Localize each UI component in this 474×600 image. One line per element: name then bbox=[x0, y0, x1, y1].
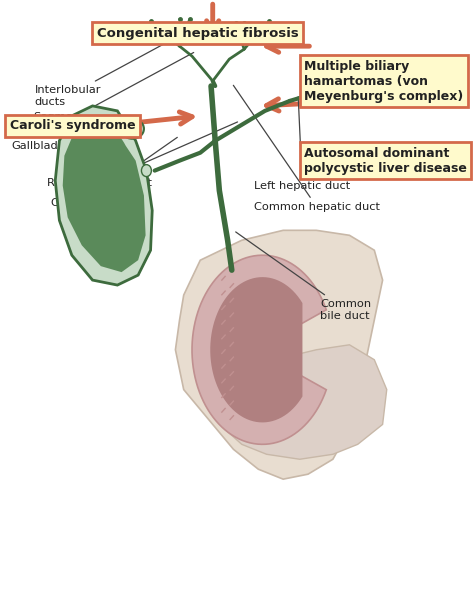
Polygon shape bbox=[217, 345, 387, 459]
Polygon shape bbox=[63, 124, 146, 272]
Polygon shape bbox=[175, 230, 383, 479]
Text: Cystic duct: Cystic duct bbox=[51, 137, 177, 208]
Text: Interlobular
ducts: Interlobular ducts bbox=[35, 35, 181, 107]
Polygon shape bbox=[55, 106, 152, 285]
Text: Right hepatic duct: Right hepatic duct bbox=[47, 122, 237, 188]
Text: Common
bile duct: Common bile duct bbox=[236, 232, 372, 321]
Text: Gallbladder: Gallbladder bbox=[11, 136, 98, 151]
Text: Congenital hepatic fibrosis: Congenital hepatic fibrosis bbox=[97, 27, 299, 40]
Text: Segmental
duct: Segmental duct bbox=[33, 52, 194, 134]
Text: Multiple biliary
hamartomas (von
Meyenburg's complex): Multiple biliary hamartomas (von Meyenbu… bbox=[304, 59, 463, 103]
Text: Common hepatic duct: Common hepatic duct bbox=[233, 85, 380, 212]
Ellipse shape bbox=[121, 119, 144, 139]
Text: Caroli's syndrome: Caroli's syndrome bbox=[9, 119, 135, 133]
Ellipse shape bbox=[141, 164, 151, 176]
Text: Left hepatic duct: Left hepatic duct bbox=[254, 97, 350, 191]
Text: Autosomal dominant
polycystic liver disease: Autosomal dominant polycystic liver dise… bbox=[304, 146, 467, 175]
Polygon shape bbox=[192, 255, 326, 445]
Polygon shape bbox=[210, 277, 302, 422]
